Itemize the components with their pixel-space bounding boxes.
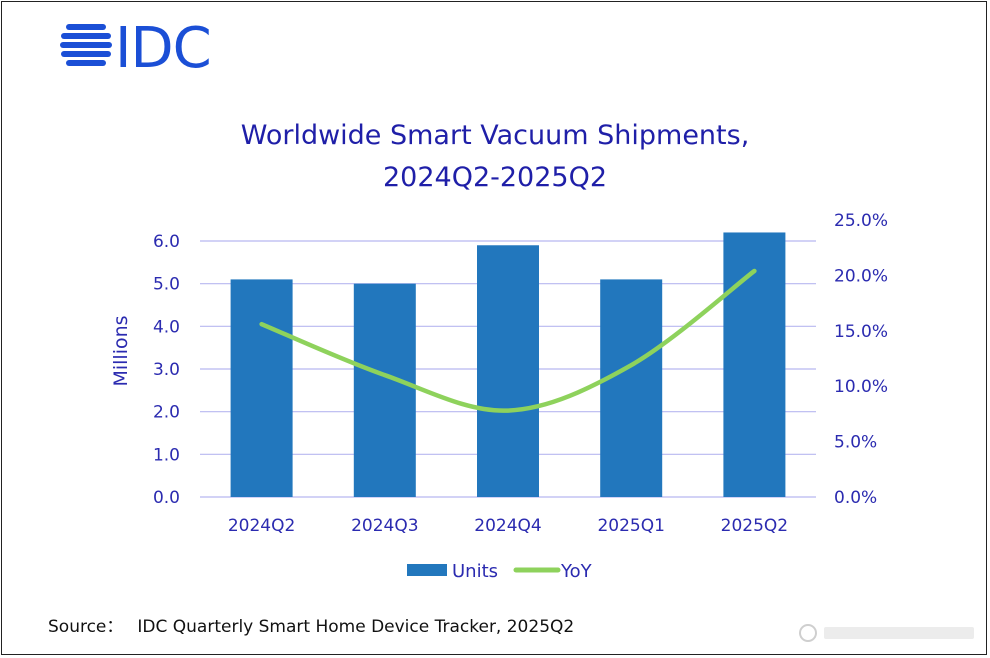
source-text: IDC Quarterly Smart Home Device Tracker,… <box>137 617 575 637</box>
bar-units <box>723 232 786 497</box>
y-axis-label: Millions <box>110 315 132 386</box>
x-tick-label: 2024Q2 <box>228 516 295 536</box>
y-tick-label: 6.0 <box>153 232 180 252</box>
y-tick-label: 2.0 <box>153 403 180 423</box>
y2-tick-label: 25.0% <box>834 211 888 231</box>
globe-icon <box>60 24 112 66</box>
source-note: Source： IDC Quarterly Smart Home Device T… <box>48 612 574 637</box>
legend-label-yoy: YoY <box>560 561 593 582</box>
source-label: Source： <box>48 617 124 637</box>
bar-units <box>230 279 293 497</box>
y-tick-label: 3.0 <box>153 360 180 380</box>
idc-logo <box>60 22 112 76</box>
bar-units <box>477 245 539 497</box>
y2-tick-label: 15.0% <box>834 322 888 342</box>
x-tick-label: 2024Q4 <box>474 516 541 536</box>
y2-tick-label: 0.0% <box>834 488 877 508</box>
chart-title-line2: 2024Q2-2025Q2 <box>382 162 608 193</box>
chart-title-line1: Worldwide Smart Vacuum Shipments, <box>240 120 750 151</box>
x-tick-label: 2024Q3 <box>351 516 418 536</box>
bar-units <box>353 283 416 497</box>
y2-tick-label: 10.0% <box>834 377 888 397</box>
y2-tick-label: 5.0% <box>834 433 877 453</box>
y-tick-label: 4.0 <box>153 317 180 337</box>
y2-tick-label: 20.0% <box>834 266 888 286</box>
logo-text: IDC <box>115 16 212 81</box>
x-tick-label: 2025Q1 <box>597 516 664 536</box>
x-tick-label: 2025Q2 <box>721 516 788 536</box>
y-tick-label: 1.0 <box>153 445 180 465</box>
bar-units <box>600 279 663 497</box>
legend-swatch-units <box>407 564 447 576</box>
y-tick-label: 0.0 <box>153 488 180 508</box>
y-tick-label: 5.0 <box>153 275 180 295</box>
watermark-mark <box>799 624 974 642</box>
yoy-line <box>259 268 757 413</box>
legend-label-units: Units <box>452 561 498 582</box>
